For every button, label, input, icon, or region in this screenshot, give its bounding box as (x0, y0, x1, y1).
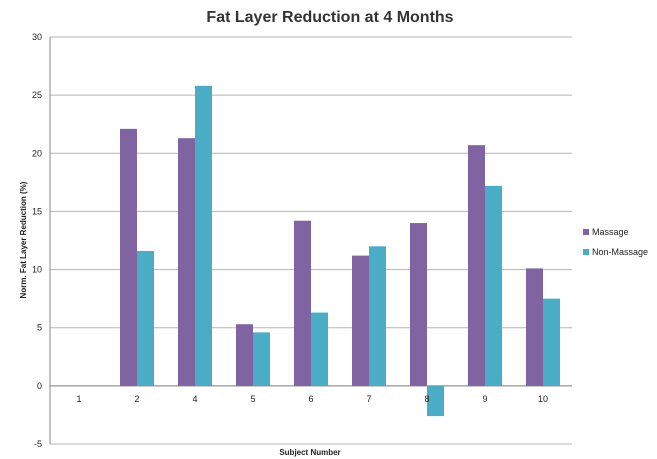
bar-massage-subject-8 (410, 223, 427, 386)
x-tick-label: 8 (424, 394, 429, 404)
bar-massage-subject-10 (526, 268, 543, 386)
y-tick-label: 25 (32, 90, 42, 100)
x-tick-label: 5 (250, 394, 255, 404)
x-tick-label: 4 (192, 394, 197, 404)
bar-non-massage-subject-7 (369, 246, 386, 386)
y-tick-label: 5 (37, 323, 42, 333)
bar-non-massage-subject-10 (543, 298, 560, 386)
bar-massage-subject-7 (352, 255, 369, 386)
bar-massage-subject-6 (294, 220, 311, 386)
bar-non-massage-subject-5 (253, 332, 270, 386)
bar-non-massage-subject-2 (137, 250, 154, 386)
bars (120, 85, 560, 417)
legend-swatch-non-massage (583, 249, 589, 255)
y-tick-label: 20 (32, 148, 42, 158)
legend: Massage Non-Massage (583, 227, 648, 257)
bar-non-massage-subject-9 (485, 185, 502, 386)
y-tick-label: 0 (37, 381, 42, 391)
y-tick-label: 10 (32, 265, 42, 275)
x-axis-label: Subject Number (279, 448, 340, 457)
y-axis-label: Norm. Fat Layer Reduction (%) (19, 181, 28, 298)
bar-massage-subject-4 (178, 138, 195, 386)
bar-massage-subject-2 (120, 128, 137, 386)
y-tick-label: 30 (32, 32, 42, 42)
x-tick-label: 7 (366, 394, 371, 404)
x-tick-label: 2 (134, 394, 139, 404)
y-tick-label: 15 (32, 206, 42, 216)
y-tick-label: -5 (34, 439, 42, 449)
y-axis-tick-labels: -5 0 5 10 15 20 25 30 (32, 32, 42, 449)
x-axis-tick-labels: 1 2 4 5 6 7 8 9 10 (76, 394, 548, 404)
bar-non-massage-subject-4 (195, 85, 212, 386)
bar-non-massage-subject-6 (311, 312, 328, 386)
legend-swatch-massage (583, 229, 589, 235)
chart-title: Fat Layer Reduction at 4 Months (206, 9, 453, 26)
bar-massage-subject-9 (468, 145, 485, 386)
bar-non-massage-subject-8 (427, 385, 444, 417)
x-tick-label: 10 (538, 394, 548, 404)
legend-label: Massage (592, 227, 629, 237)
x-tick-label: 6 (308, 394, 313, 404)
bar-massage-subject-5 (236, 324, 253, 386)
legend-label: Non-Massage (592, 247, 648, 257)
x-tick-label: 1 (76, 394, 81, 404)
x-tick-label: 9 (482, 394, 487, 404)
